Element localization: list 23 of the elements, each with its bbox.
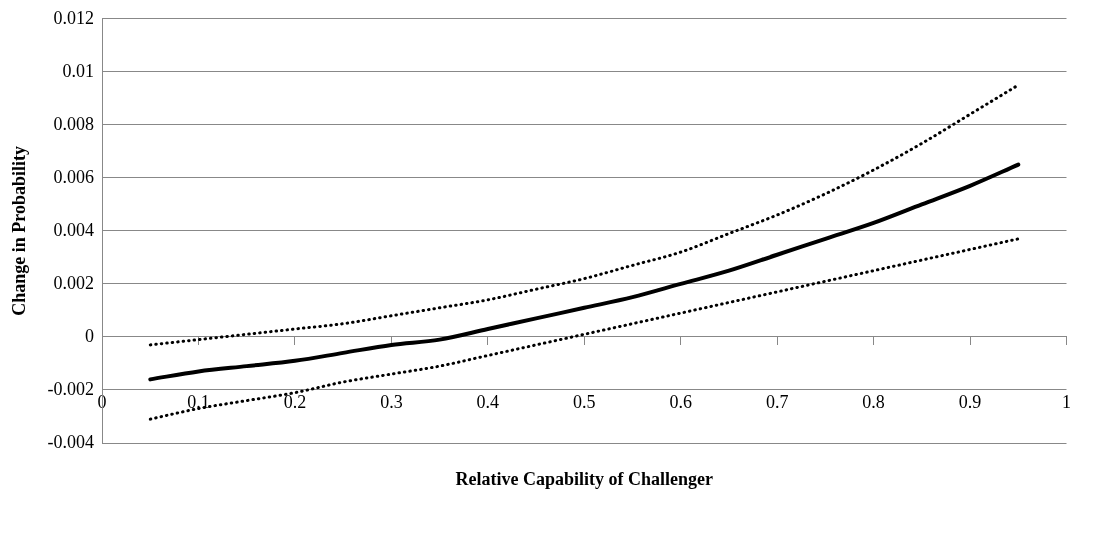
x-tick-label: 0.6: [669, 392, 692, 413]
x-tick-label: 0.3: [380, 392, 403, 413]
line-series: [148, 162, 1021, 382]
line-series: [148, 237, 1020, 421]
y-tick-label: 0.002: [53, 272, 95, 293]
line-series: [148, 83, 1020, 347]
y-tick-label: 0.006: [53, 166, 95, 187]
y-tick-label: 0.012: [53, 7, 95, 28]
x-tick-label: 0.5: [573, 392, 596, 413]
x-tick-label: 0.9: [958, 392, 982, 413]
y-axis-title: Change in Probability: [9, 146, 30, 316]
y-tick-label: 0.01: [62, 60, 95, 81]
x-axis-title: Relative Capability of Challenger: [455, 468, 714, 489]
x-tick-label: 0.7: [765, 392, 789, 413]
x-tick-label: 1: [1062, 392, 1071, 413]
x-tick-label: 0.2: [283, 392, 307, 413]
x-tick-label: 0.4: [476, 392, 500, 413]
y-tick-label: 0: [85, 325, 95, 346]
x-tick-label: 0.8: [862, 392, 885, 413]
y-tick-label: 0.004: [53, 219, 95, 240]
y-tick-label: -0.002: [47, 378, 95, 399]
y-tick-label: -0.004: [47, 431, 95, 452]
y-tick-label: 0.008: [53, 113, 95, 134]
